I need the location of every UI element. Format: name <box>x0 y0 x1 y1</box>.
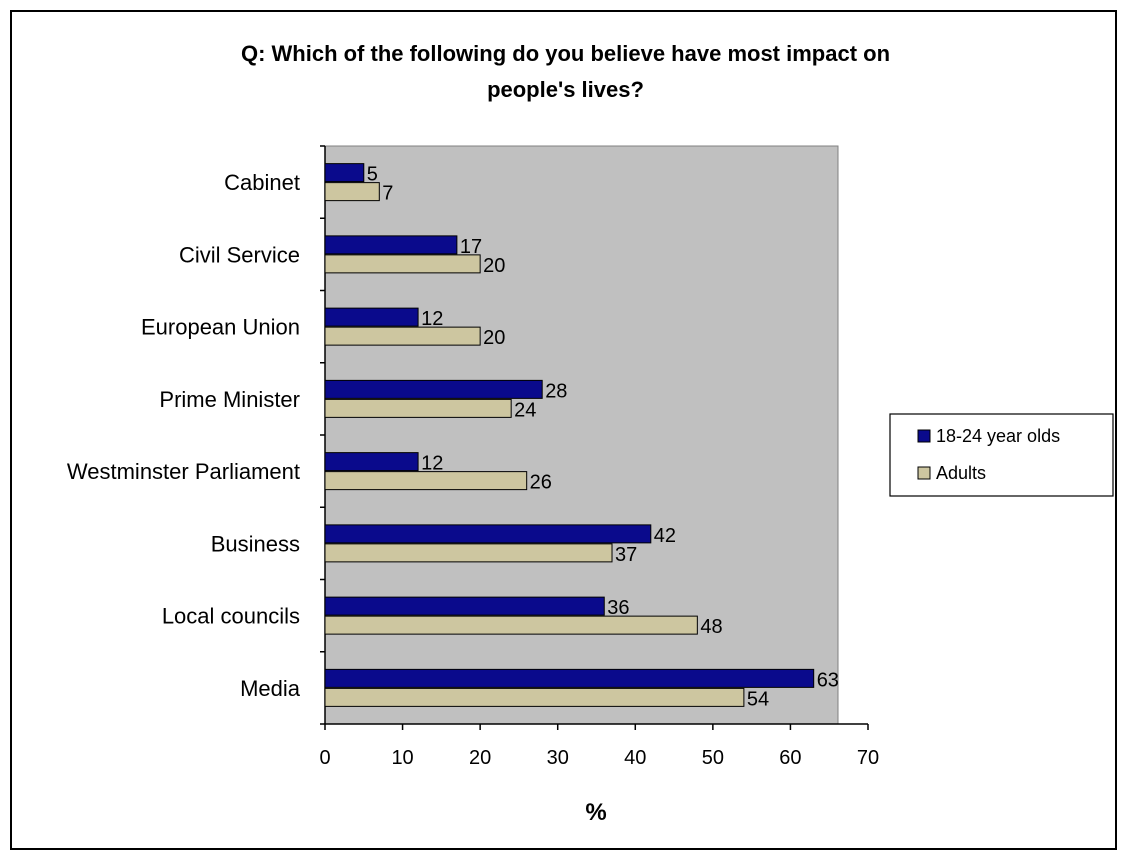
bar <box>324 235 458 255</box>
data-label: 20 <box>483 327 505 349</box>
x-axis-title: % <box>585 799 606 826</box>
x-tick-label: 0 <box>319 747 330 769</box>
data-label: 54 <box>747 688 769 710</box>
category-label: Prime Minister <box>159 387 300 412</box>
bar <box>324 254 481 274</box>
chart-title: Q: Which of the following do you believe… <box>0 36 1131 108</box>
x-tick-label: 30 <box>547 747 569 769</box>
category-label: Civil Service <box>179 242 300 267</box>
data-label: 36 <box>607 597 629 619</box>
data-label: 5 <box>367 164 378 186</box>
legend-label: 18-24 year olds <box>936 426 1060 446</box>
legend-label: Adults <box>936 463 986 483</box>
data-label: 24 <box>514 399 536 421</box>
bar <box>324 307 419 327</box>
category-label: Cabinet <box>224 170 300 195</box>
bar <box>324 615 698 635</box>
plot-area <box>324 145 839 725</box>
x-tick-label: 40 <box>624 747 646 769</box>
bar <box>324 668 815 688</box>
x-tick-label: 70 <box>857 747 879 769</box>
bar <box>324 471 528 491</box>
bar <box>324 596 605 616</box>
bar <box>324 543 613 563</box>
bar <box>324 326 481 346</box>
data-label: 26 <box>530 472 552 494</box>
bar <box>324 163 365 183</box>
chart-title-line-2: people's lives? <box>487 77 644 102</box>
bar <box>324 182 380 202</box>
category-label: European Union <box>141 315 300 340</box>
data-label: 12 <box>421 308 443 330</box>
data-label: 63 <box>817 669 839 691</box>
bar <box>324 524 652 544</box>
x-tick-label: 10 <box>391 747 413 769</box>
category-label: Media <box>240 676 301 701</box>
data-label: 28 <box>545 380 567 402</box>
legend-box <box>889 413 1114 497</box>
data-label: 12 <box>421 453 443 475</box>
chart-title-line-1: Q: Which of the following do you believe… <box>240 41 891 66</box>
legend-swatch <box>917 429 931 443</box>
category-label: Business <box>211 531 300 556</box>
category-label: Westminster Parliament <box>67 459 300 484</box>
data-label: 20 <box>483 255 505 277</box>
data-label: 48 <box>700 616 722 638</box>
category-label: Local councils <box>162 604 300 629</box>
data-label: 42 <box>654 525 676 547</box>
x-tick-label: 20 <box>469 747 491 769</box>
bar <box>324 687 745 707</box>
data-label: 37 <box>615 544 637 566</box>
data-label: 7 <box>382 183 393 205</box>
x-tick-label: 50 <box>702 747 724 769</box>
bar <box>324 398 512 418</box>
data-label: 17 <box>460 236 482 258</box>
bar <box>324 452 419 472</box>
x-tick-label: 60 <box>779 747 801 769</box>
legend-swatch <box>917 466 931 480</box>
bar <box>324 379 543 399</box>
